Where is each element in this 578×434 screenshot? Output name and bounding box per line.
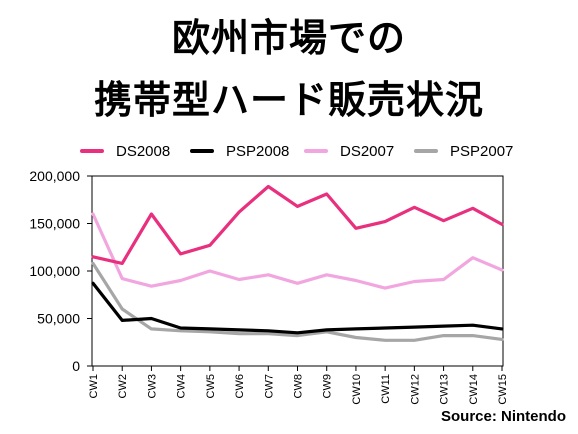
x-tick-label: CW3 bbox=[146, 374, 158, 398]
y-tick-label: 50,000 bbox=[37, 311, 80, 327]
legend-label-psp2008: PSP2008 bbox=[226, 142, 290, 160]
legend-item-psp2008: PSP2008 bbox=[190, 140, 289, 162]
legend-item-psp2007: PSP2007 bbox=[414, 140, 513, 162]
x-tick-label: CW1 bbox=[88, 374, 100, 398]
x-tick-label: CW6 bbox=[234, 374, 246, 398]
legend-swatch-psp2007 bbox=[414, 149, 438, 153]
chart-legend: DS2008 PSP2008 DS2007 PSP2007 bbox=[0, 140, 578, 162]
x-tick-label: CW12 bbox=[409, 374, 421, 405]
legend-label-ds2007: DS2007 bbox=[340, 142, 395, 160]
series-line-ds2008 bbox=[91, 184, 504, 266]
series-line-psp2008 bbox=[91, 281, 504, 335]
legend-item-ds2008: DS2008 bbox=[80, 140, 170, 162]
x-tick-label: CW4 bbox=[176, 374, 188, 398]
x-tick-label: CW10 bbox=[351, 374, 363, 405]
legend-label-ds2008: DS2008 bbox=[116, 142, 171, 160]
y-tick-label: 0 bbox=[72, 358, 80, 374]
legend-label-psp2007: PSP2007 bbox=[450, 142, 514, 160]
source-credit: Source: Nintendo bbox=[440, 408, 566, 425]
legend-swatch-ds2007 bbox=[304, 149, 328, 153]
legend-swatch-ds2008 bbox=[80, 149, 104, 153]
chart-title-line1: 欧州市場での bbox=[171, 16, 406, 60]
legend-item-ds2007: DS2007 bbox=[304, 140, 394, 162]
series-line-psp2007 bbox=[91, 261, 504, 342]
y-tick-label: 100,000 bbox=[29, 263, 80, 279]
line-chart: 0 50,000 100,000 150,000 200,000 CW1 CW2 CW3 CW4… bbox=[29, 168, 509, 405]
x-tick-label: CW9 bbox=[322, 374, 334, 398]
x-tick-label: CW7 bbox=[263, 374, 275, 398]
x-tick-label: CW14 bbox=[468, 374, 480, 405]
x-tick-label: CW8 bbox=[293, 374, 305, 398]
x-tick-label: CW5 bbox=[205, 374, 217, 398]
x-tick-label: CW15 bbox=[497, 374, 509, 405]
legend-swatch-psp2008 bbox=[190, 149, 214, 153]
y-tick-label: 150,000 bbox=[29, 216, 80, 232]
chart-area: 0 50,000 100,000 150,000 200,000 CW1 CW2 CW3 CW4… bbox=[0, 162, 578, 412]
series-line-ds2007 bbox=[91, 212, 504, 290]
x-tick-label: CW13 bbox=[439, 374, 451, 405]
x-tick-label: CW2 bbox=[117, 374, 129, 398]
chart-title-line2: 携帯型ハード販売状況 bbox=[93, 78, 484, 122]
y-tick-label: 200,000 bbox=[29, 168, 80, 184]
x-tick-label: CW11 bbox=[380, 374, 392, 404]
